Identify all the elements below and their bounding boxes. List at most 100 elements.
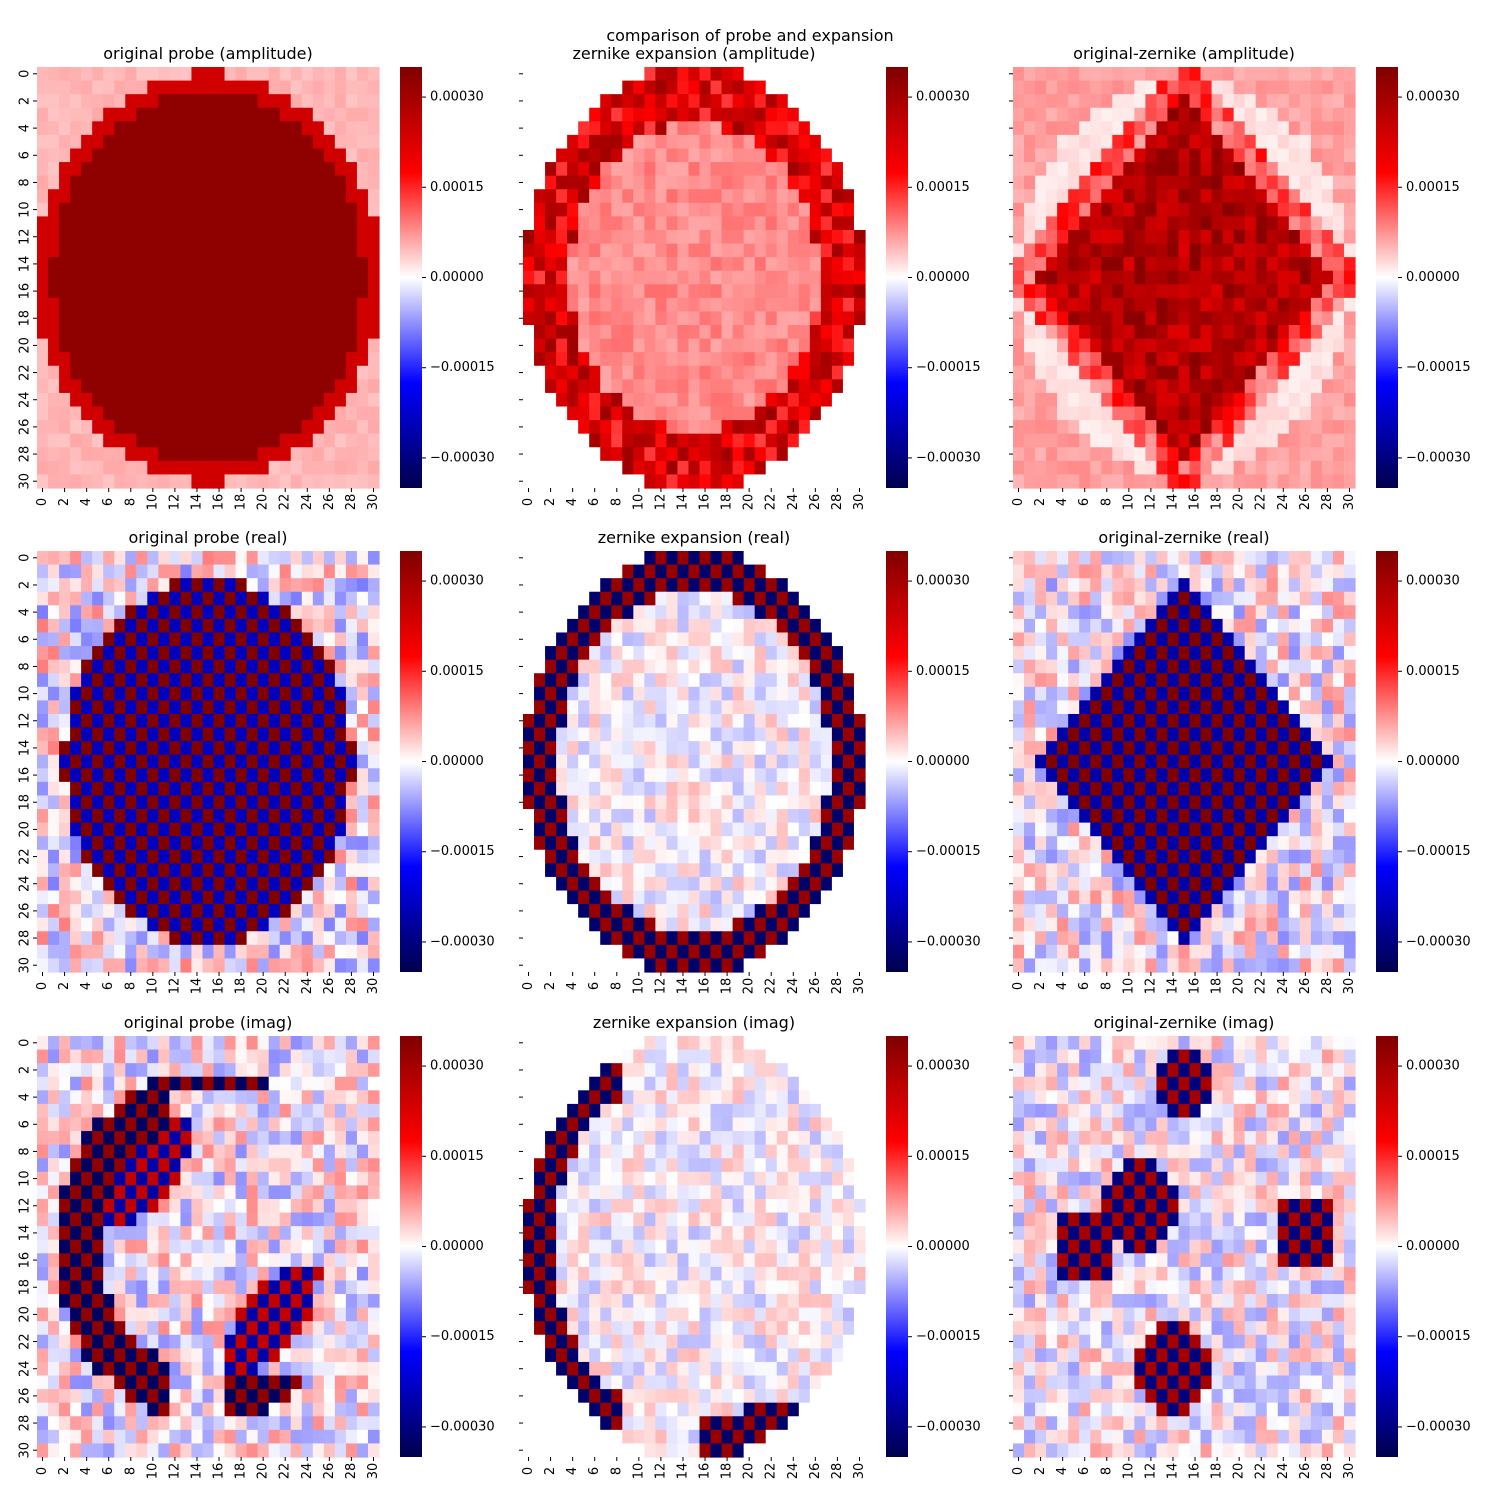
heatmap-cell (1234, 244, 1246, 258)
heatmap-cell (92, 379, 104, 393)
heatmap-cell (1178, 339, 1190, 353)
heatmap-cell (180, 216, 192, 230)
heatmap-cell (567, 230, 579, 244)
heatmap-cell (225, 945, 237, 959)
heatmap-cell (180, 646, 192, 660)
colorbar (886, 67, 908, 488)
heatmap-cell (589, 660, 601, 674)
heatmap-cell (280, 257, 292, 271)
heatmap-cell (225, 189, 237, 203)
heatmap-cell (335, 284, 347, 298)
heatmap-cell (291, 244, 303, 258)
heatmap-cell (666, 619, 678, 633)
heatmap-cell (655, 687, 667, 701)
heatmap-cell (1079, 189, 1091, 203)
heatmap-cell (1212, 284, 1224, 298)
heatmap-cell (1112, 407, 1124, 421)
heatmap-cell (843, 176, 855, 190)
heatmap-cell (247, 728, 259, 742)
heatmap-cell (70, 393, 82, 407)
heatmap-cell (644, 434, 656, 448)
heatmap-cell (810, 836, 822, 850)
heatmap-cell (81, 673, 93, 687)
heatmap-cell (600, 407, 612, 421)
heatmap-cell (1035, 284, 1047, 298)
heatmap-cell (180, 203, 192, 217)
heatmap-cell (556, 434, 568, 448)
heatmap-cell (357, 447, 369, 461)
heatmap-cell (578, 244, 590, 258)
heatmap-cell (1311, 366, 1323, 380)
heatmap-cell (854, 176, 866, 190)
heatmap-cell (1245, 461, 1257, 475)
heatmap-cell (368, 918, 380, 932)
heatmap-cell (1156, 148, 1168, 162)
x-tick-label: 24 (1276, 494, 1291, 511)
heatmap-cell (1134, 216, 1146, 230)
heatmap-cell (313, 632, 325, 646)
heatmap-cell (633, 836, 645, 850)
heatmap-cell (1035, 216, 1047, 230)
heatmap-cell (655, 121, 667, 135)
heatmap-cell (1167, 203, 1179, 217)
heatmap-cell (37, 366, 49, 380)
heatmap-cell (59, 578, 71, 592)
heatmap-cell (578, 891, 590, 905)
heatmap-cell (225, 393, 237, 407)
heatmap-cell (854, 605, 866, 619)
heatmap-cell (1101, 203, 1113, 217)
heatmap-cell (1090, 203, 1102, 217)
heatmap-cell (589, 94, 601, 108)
heatmap-cell (1245, 474, 1257, 488)
heatmap-cell (1245, 244, 1257, 258)
heatmap-cell (755, 203, 767, 217)
heatmap-cell (523, 148, 535, 162)
heatmap-cell (1068, 67, 1080, 81)
heatmap-cell (1101, 189, 1113, 203)
heatmap-cell (136, 931, 148, 945)
heatmap-cell (180, 393, 192, 407)
heatmap-cell (722, 891, 734, 905)
heatmap-cell (600, 605, 612, 619)
heatmap-cell (59, 474, 71, 488)
heatmap-cell (158, 461, 170, 475)
heatmap-cell (1278, 203, 1290, 217)
heatmap-cell (313, 918, 325, 932)
heatmap-cell (258, 795, 270, 809)
heatmap-cell (1178, 121, 1190, 135)
heatmap-cell (611, 94, 623, 108)
heatmap-cell (832, 420, 844, 434)
heatmap-cell (136, 420, 148, 434)
heatmap-cell (269, 646, 281, 660)
heatmap-cell (799, 135, 811, 149)
heatmap-cell (48, 836, 60, 850)
heatmap-cell (158, 551, 170, 565)
heatmap-cell (313, 162, 325, 176)
heatmap-cell (655, 162, 667, 176)
heatmap-cell (180, 714, 192, 728)
heatmap-cell (59, 271, 71, 285)
heatmap-cell (622, 904, 634, 918)
heatmap-cell (48, 673, 60, 687)
heatmap-cell (534, 795, 546, 809)
heatmap-cell (1344, 94, 1356, 108)
heatmap-cell (700, 700, 712, 714)
heatmap-cell (578, 619, 590, 633)
heatmap-cell (169, 728, 181, 742)
heatmap-cell (755, 162, 767, 176)
heatmap-cell (180, 81, 192, 95)
heatmap-cell (766, 203, 778, 217)
heatmap-cell (578, 135, 590, 149)
heatmap-cell (556, 850, 568, 864)
heatmap-cell (225, 311, 237, 325)
heatmap-cell (357, 393, 369, 407)
heatmap-cell (335, 121, 347, 135)
heatmap-cell (368, 148, 380, 162)
heatmap-cell (1079, 203, 1091, 217)
heatmap-cell (677, 94, 689, 108)
heatmap-cell (48, 782, 60, 796)
colorbar (400, 67, 422, 488)
heatmap-cell (688, 551, 700, 565)
heatmap-cell (313, 67, 325, 81)
heatmap-cell (644, 284, 656, 298)
